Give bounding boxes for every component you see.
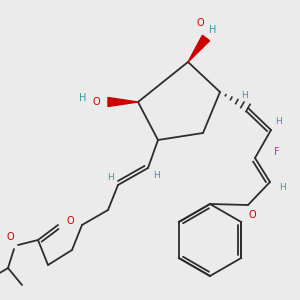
Text: O: O xyxy=(92,97,100,107)
Text: O: O xyxy=(248,210,256,220)
Text: H: H xyxy=(153,172,159,181)
Text: H: H xyxy=(279,184,285,193)
Text: O: O xyxy=(196,18,204,28)
Text: H: H xyxy=(241,92,248,100)
Text: O: O xyxy=(6,232,14,242)
Text: H: H xyxy=(106,172,113,182)
Text: F: F xyxy=(274,147,280,157)
Polygon shape xyxy=(188,35,210,62)
Text: H: H xyxy=(209,25,217,35)
Polygon shape xyxy=(108,98,138,106)
Text: H: H xyxy=(79,93,87,103)
Text: O: O xyxy=(66,216,74,226)
Text: H: H xyxy=(276,118,282,127)
